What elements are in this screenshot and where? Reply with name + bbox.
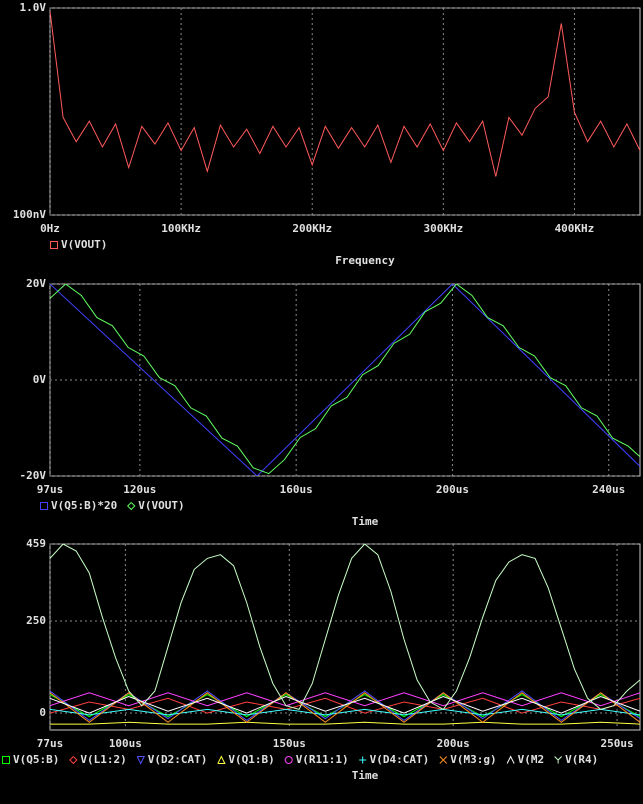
x-tick-label: 400KHz — [555, 222, 595, 235]
legend-marker — [136, 756, 146, 765]
y-tick-label: 20V — [26, 277, 46, 290]
legend-marker — [359, 756, 367, 764]
legend-marker — [284, 756, 293, 764]
x-tick-label: 200us — [436, 483, 469, 496]
x-tick-label: 0Hz — [40, 222, 60, 235]
series-line — [50, 692, 640, 723]
y-tick-label: -20V — [20, 469, 47, 482]
legend-label: V(Q5:B)*20 — [51, 499, 117, 512]
legend-marker — [69, 756, 78, 765]
x-tick-label: 160us — [280, 483, 313, 496]
plot-frame — [49, 7, 641, 216]
legend-marker — [2, 756, 10, 764]
legend-label: V(VOUT) — [61, 238, 107, 251]
series-line — [50, 544, 640, 711]
legend-marker — [50, 241, 58, 249]
legend-marker — [217, 755, 226, 764]
legend-marker — [127, 502, 136, 511]
y-tick-label: 100nV — [13, 208, 46, 221]
y-tick-label: 1.0V — [20, 1, 47, 14]
x-axis-title: Frequency — [335, 254, 395, 267]
x-tick-label: 77us — [37, 737, 64, 750]
x-tick-label: 250us — [600, 737, 633, 750]
legend-label: V(L1:2) — [80, 753, 126, 766]
legend-label: V(Q1:B) — [228, 753, 274, 766]
series-line — [50, 695, 640, 714]
series-line — [50, 284, 640, 476]
series-line — [50, 708, 640, 716]
legend-marker — [40, 502, 48, 510]
legend-label: V(VOUT) — [138, 499, 184, 512]
series-line — [50, 692, 640, 707]
x-tick-label: 200us — [437, 737, 470, 750]
legend-label: V(Q5:B) — [13, 753, 59, 766]
x-tick-label: 200KHz — [292, 222, 332, 235]
x-axis-title: Time — [352, 515, 379, 528]
x-tick-label: 300KHz — [423, 222, 463, 235]
legend-label: V(M2 — [518, 753, 545, 766]
y-tick-label: 0 — [39, 706, 46, 719]
x-tick-label: 120us — [123, 483, 156, 496]
legend-label: V(D2:CAT) — [148, 753, 208, 766]
legend-label: V(R4) — [565, 753, 598, 766]
series-line — [50, 721, 640, 725]
y-tick-label: 250 — [26, 614, 46, 627]
y-tick-label: 459 — [26, 537, 46, 550]
legend-marker — [506, 755, 515, 764]
legend-label: V(R11:1) — [296, 753, 349, 766]
legend-label: V(M3:g) — [450, 753, 496, 766]
series-line — [50, 284, 640, 475]
x-tick-label: 100KHz — [161, 222, 201, 235]
x-tick-label: 100us — [109, 737, 142, 750]
x-tick-label: 150us — [273, 737, 306, 750]
legend-marker — [439, 756, 448, 764]
legend-label: V(D4:CAT) — [370, 753, 430, 766]
legend-marker — [554, 756, 562, 764]
x-axis-title: Time — [352, 769, 379, 782]
x-tick-label: 240us — [592, 483, 625, 496]
series-line — [50, 10, 640, 177]
y-tick-label: 0V — [33, 373, 47, 386]
x-tick-label: 97us — [37, 483, 64, 496]
